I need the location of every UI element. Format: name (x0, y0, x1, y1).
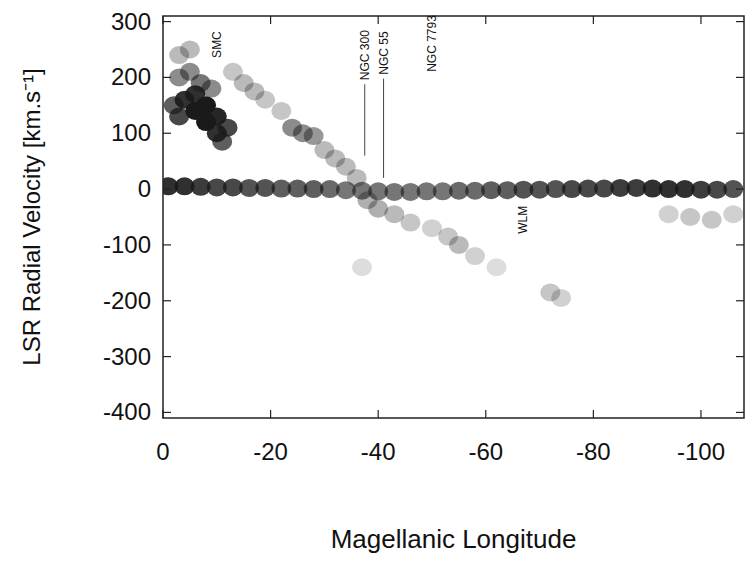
y-tick-label: -100 (103, 231, 151, 258)
x-tick (593, 16, 594, 24)
y-tick (163, 300, 171, 301)
data-group (163, 41, 743, 307)
y-axis-title: LSR Radial Velocity [km.s⁻¹] (18, 68, 45, 365)
y-tick (736, 300, 744, 301)
emission-point (723, 205, 743, 223)
y-tick (163, 21, 171, 22)
y-tick (736, 412, 744, 413)
emission-point (659, 205, 679, 223)
x-tick-label: -20 (253, 438, 288, 465)
y-tick (163, 412, 171, 413)
y-tick-label: -200 (103, 287, 151, 314)
emission-point (465, 247, 485, 265)
x-axis-title: Magellanic Longitude (331, 524, 577, 554)
emission-point (201, 80, 221, 98)
x-tick (485, 16, 486, 24)
x-tick (378, 410, 379, 418)
y-tick-label: 0 (138, 175, 151, 202)
x-tick-label: -60 (468, 438, 503, 465)
emission-point (449, 236, 469, 254)
y-tick (736, 77, 744, 78)
emission-point (680, 208, 700, 226)
x-tick (162, 16, 163, 24)
y-tick (163, 356, 171, 357)
y-tick (736, 133, 744, 134)
y-tick-label: 300 (111, 8, 151, 35)
y-tick (736, 356, 744, 357)
emission-point (347, 169, 367, 187)
y-tick-label: 200 (111, 63, 151, 90)
emission-point (551, 289, 571, 307)
chart: 0 -20 -40 -60 -80 -100 -400 -300 -200 -100 0 100 200… (0, 0, 756, 569)
y-tick (163, 188, 171, 189)
emission-point (352, 258, 372, 276)
annotation: NGC 55 (377, 31, 391, 75)
annotation: NGC 7793 (425, 15, 439, 72)
y-tick (163, 133, 171, 134)
emission-point (723, 180, 743, 198)
y-tick-label: -400 (103, 398, 151, 425)
y-tick (163, 77, 171, 78)
y-tick (736, 244, 744, 245)
x-tick-label: 0 (156, 438, 169, 465)
x-tick (270, 410, 271, 418)
x-tick-label: -80 (576, 438, 611, 465)
emission-point (255, 91, 275, 109)
annotation: NGC 300 (358, 30, 372, 80)
emission-point (702, 211, 722, 229)
annotation-line (364, 84, 365, 155)
x-tick (700, 410, 701, 418)
x-tick (700, 16, 701, 24)
x-tick (593, 410, 594, 418)
annotation-line (383, 79, 384, 178)
y-tick-label: 100 (111, 119, 151, 146)
emission-point (400, 214, 420, 232)
x-tick (378, 16, 379, 24)
plot-frame (163, 16, 744, 418)
emission-point (169, 108, 189, 126)
emission-point (212, 133, 232, 151)
y-tick-label: -300 (103, 343, 151, 370)
y-tick (163, 244, 171, 245)
annotation: WLM (516, 206, 530, 234)
x-tick-label: -100 (677, 438, 725, 465)
annotation: SMC (210, 31, 224, 58)
x-tick-label: -40 (361, 438, 396, 465)
x-tick (162, 410, 163, 418)
emission-point (180, 41, 200, 59)
x-tick (270, 16, 271, 24)
y-tick (736, 21, 744, 22)
y-tick (736, 188, 744, 189)
emission-point (271, 102, 291, 120)
x-tick (485, 410, 486, 418)
emission-point (487, 258, 507, 276)
